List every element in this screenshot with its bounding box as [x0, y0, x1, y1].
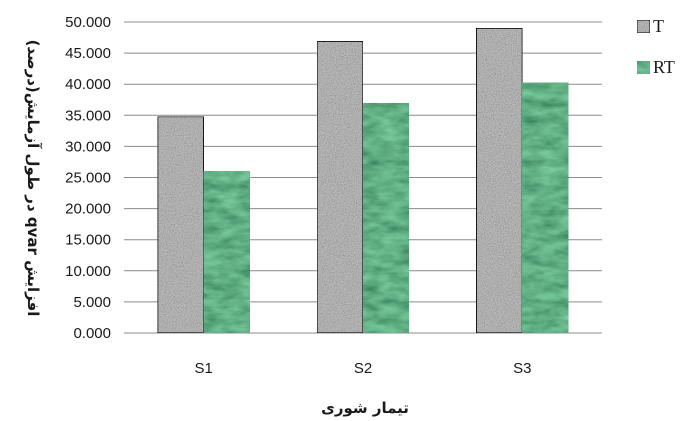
legend-swatch-rt	[636, 60, 651, 75]
y-tick-label: 40.000	[65, 76, 111, 93]
y-tick-label: 0.000	[73, 325, 111, 342]
legend-label-t: T	[653, 16, 664, 36]
legend-label-rt: RT	[653, 57, 675, 77]
y-tick-label: 5.000	[73, 294, 111, 311]
y-tick-label: 30.000	[65, 138, 111, 155]
y-tick-label: 10.000	[65, 263, 111, 280]
y-tick-label: 25.000	[65, 170, 111, 187]
y-axis-title: افزایش qvar در طول آزمایش(درصد)	[24, 40, 42, 317]
x-axis-title: تیمار شوری	[321, 399, 409, 417]
legend-swatch-t	[636, 19, 651, 34]
bar-t-s3	[475, 27, 523, 334]
x-axis-categories: S1 S2 S3	[194, 360, 531, 377]
bar-t-s2	[316, 40, 364, 334]
y-tick-label: 45.000	[65, 45, 111, 62]
y-axis-ticks: 0.000 5.000 10.000 15.000 20.000 25.000 30.000…	[65, 14, 111, 342]
y-tick-label: 50.000	[65, 14, 111, 31]
bar-rt-s2	[362, 102, 410, 334]
bar-rt-s3	[521, 82, 569, 334]
y-tick-label: 20.000	[65, 201, 111, 218]
bar-t-s1	[157, 115, 205, 334]
x-category-label: S1	[194, 360, 212, 377]
x-category-label: S3	[513, 360, 531, 377]
x-category-label: S2	[354, 360, 372, 377]
y-tick-label: 15.000	[65, 232, 111, 249]
legend: T RT	[636, 16, 675, 77]
y-tick-label: 35.000	[65, 107, 111, 124]
bars	[157, 27, 569, 334]
bar-rt-s1	[203, 170, 251, 334]
